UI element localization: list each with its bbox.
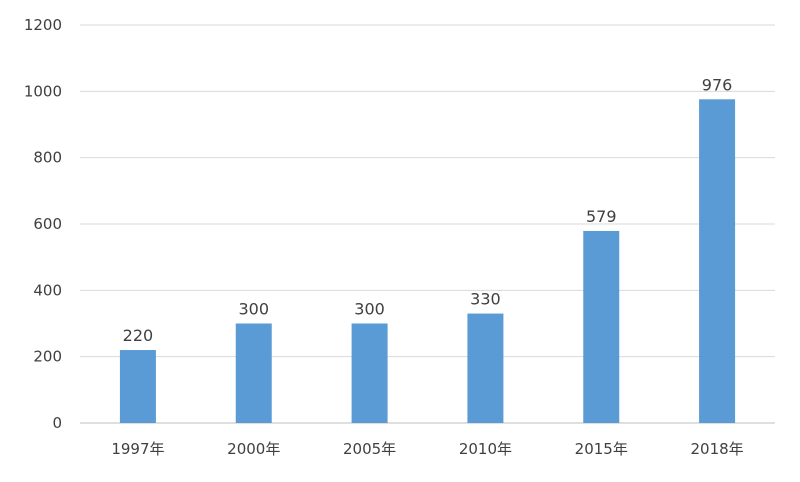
data-label: 220: [123, 326, 154, 345]
bar: [583, 230, 620, 423]
data-label: 300: [238, 300, 269, 319]
x-tick-label: 1997年: [111, 440, 164, 458]
bar: [351, 323, 388, 423]
data-label: 976: [702, 75, 733, 94]
x-axis-ticks: 1997年 2000年 2005年 2010年 2015年 2018年: [111, 440, 743, 458]
bar: [467, 313, 504, 423]
y-tick-label: 800: [33, 149, 62, 167]
x-tick-label: 2015年: [575, 440, 628, 458]
data-label: 330: [470, 290, 501, 309]
data-label: 300: [354, 300, 385, 319]
y-tick-label: 200: [33, 348, 62, 366]
data-label: 579: [586, 207, 617, 226]
x-tick-label: 2010年: [459, 440, 512, 458]
x-tick-label: 2000年: [227, 440, 280, 458]
y-tick-label: 1200: [24, 16, 62, 34]
y-tick-label: 400: [33, 281, 62, 299]
bars: [119, 99, 736, 423]
x-tick-label: 2005年: [343, 440, 396, 458]
bar: [235, 323, 272, 423]
bar: [119, 350, 156, 423]
y-tick-label: 1000: [24, 82, 62, 100]
y-tick-label: 0: [52, 414, 62, 432]
y-tick-label: 600: [33, 215, 62, 233]
data-labels: 220 300 300 330 579 976: [123, 75, 733, 345]
gridlines: [80, 24, 775, 424]
bar: [699, 99, 736, 423]
y-axis-ticks: 0 200 400 600 800 1000 1200: [24, 16, 62, 432]
x-tick-label: 2018年: [690, 440, 743, 458]
